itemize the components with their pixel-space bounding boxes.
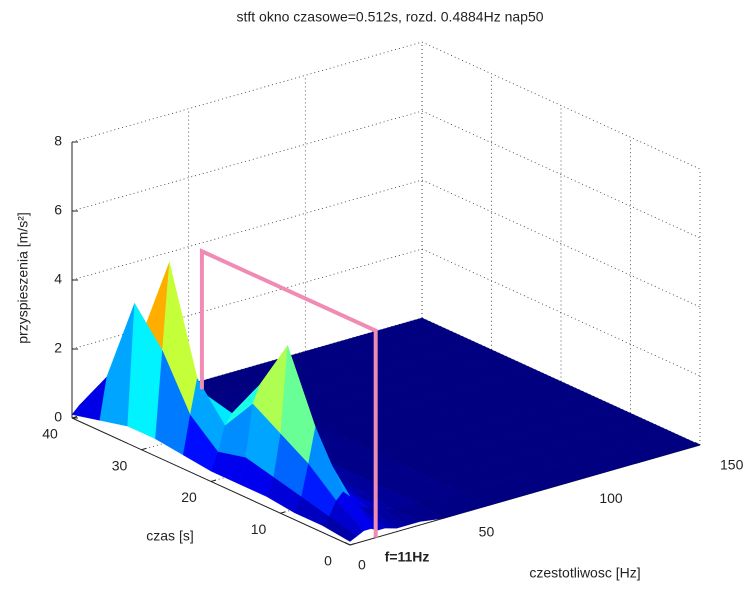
y-tick	[210, 479, 217, 482]
x-tick-label: 50	[479, 523, 495, 539]
grid-line	[71, 110, 423, 212]
z-tick-label: 2	[54, 340, 62, 356]
x-tick-label: 150	[720, 457, 744, 473]
y-tick-label: 40	[42, 426, 58, 442]
y-tick-label: 0	[324, 553, 332, 569]
annotation-label: f=11Hz	[385, 548, 430, 564]
y-tick	[141, 447, 147, 451]
x-tick-label: 100	[599, 490, 623, 506]
z-tick-label: 6	[54, 202, 62, 218]
grid-line	[71, 41, 423, 143]
chart-title: stft okno czasowe=0.512s, rozd. 0.4884Hz…	[236, 9, 543, 25]
z-tick-label: 4	[54, 271, 62, 287]
grid-line	[421, 110, 701, 239]
grid-line	[71, 179, 423, 281]
y-tick-label: 10	[251, 521, 267, 537]
x-axis-label: czestotliwosc [Hz]	[529, 565, 640, 581]
x-tick-label: 0	[358, 557, 366, 573]
grid-line	[421, 179, 701, 308]
y-tick	[71, 416, 78, 419]
y-tick-label: 20	[181, 489, 197, 505]
grid-line	[421, 41, 701, 170]
z-tick-label: 0	[54, 409, 62, 425]
y-tick	[349, 543, 356, 546]
grid-line	[421, 248, 701, 377]
y-tick	[280, 511, 286, 514]
z-tick-label: 8	[54, 133, 62, 149]
y-tick-label: 30	[112, 457, 128, 473]
z-axis-label: przyspieszenia [m/s²]	[15, 212, 31, 343]
annotation-line	[199, 248, 378, 538]
y-axis-label: czas [s]	[146, 528, 193, 544]
x-tick	[344, 542, 351, 546]
surface-patch	[321, 516, 358, 542]
